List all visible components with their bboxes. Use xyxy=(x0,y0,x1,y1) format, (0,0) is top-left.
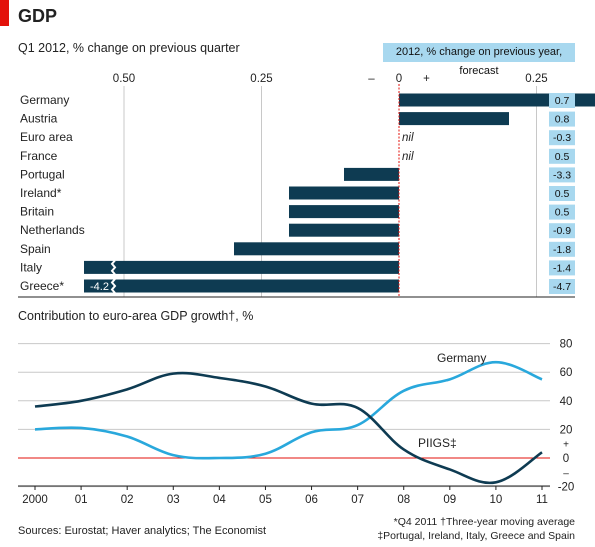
bar-austria xyxy=(399,112,509,126)
line-x-tick-label: 01 xyxy=(75,494,88,506)
bar-category-label: Germany xyxy=(20,93,69,107)
bar-category-label: Spain xyxy=(20,242,51,256)
brand-tab xyxy=(0,0,9,26)
series-line-germany xyxy=(34,360,543,460)
forecast-value: 0.8 xyxy=(555,114,570,126)
forecast-box xyxy=(549,148,575,164)
line-x-tick-label: 11 xyxy=(536,494,548,506)
forecast-box xyxy=(549,279,575,294)
line-x-tick-label: 07 xyxy=(351,494,364,506)
figure-title: GDP xyxy=(18,6,58,26)
forecast-box xyxy=(549,204,575,220)
bar-ireland xyxy=(289,186,399,200)
line-x-tick-label: 02 xyxy=(121,494,134,506)
bar-nil-label: nil xyxy=(402,151,414,163)
sources-note: Sources: Eurostat; Haver analytics; The … xyxy=(18,525,266,537)
line-x-tick-label: 05 xyxy=(259,494,272,506)
bar-germany xyxy=(399,93,595,107)
series-label-piigs: PIIGS‡ xyxy=(418,436,457,450)
line-x-tick-label: 06 xyxy=(305,494,318,506)
bar-tick-label: 0.50 xyxy=(113,73,135,85)
bar-category-label: Britain xyxy=(20,205,54,219)
forecast-box xyxy=(549,223,575,239)
bar-spain xyxy=(234,242,399,256)
forecast-box xyxy=(549,186,575,201)
bar-sign-plus: + xyxy=(423,73,430,85)
bar-category-label: Netherlands xyxy=(20,223,85,237)
bar-category-label: France xyxy=(20,149,58,163)
line-sign-minus: – xyxy=(563,468,569,479)
forecast-box xyxy=(549,111,575,127)
bar-tick-label: 0.25 xyxy=(250,73,272,85)
line-x-tick-label: 04 xyxy=(213,494,226,506)
line-x-tick-label: 08 xyxy=(397,494,410,506)
forecast-box xyxy=(549,130,575,146)
bar-category-label: Italy xyxy=(20,260,42,274)
bar-netherlands xyxy=(289,223,399,237)
line-y-tick-label: 80 xyxy=(560,339,573,351)
forecast-value: -1.8 xyxy=(553,244,571,256)
line-y-tick-label: 60 xyxy=(560,367,573,379)
bar-category-label: Greece* xyxy=(20,279,64,293)
forecast-box xyxy=(549,241,575,257)
forecast-value: -3.3 xyxy=(553,169,571,181)
line-y-tick-label: 0 xyxy=(563,453,569,465)
series-line-piigs xyxy=(34,371,543,485)
forecast-value: 0.5 xyxy=(555,151,570,163)
forecast-value: -1.4 xyxy=(553,262,571,274)
top-chart-subtitle: Q1 2012, % change on previous quarter xyxy=(18,41,240,55)
sources-text: Sources: Eurostat; Haver analytics; The … xyxy=(18,525,267,537)
bar-britain xyxy=(289,205,399,219)
footnote-1: *Q4 2011 †Three-year moving average xyxy=(393,516,575,528)
bar-nil-label: nil xyxy=(402,132,414,144)
bar-tick-label: 0.25 xyxy=(525,73,547,85)
forecast-value: 0.5 xyxy=(555,188,570,200)
bar-category-label: Portugal xyxy=(20,167,65,181)
forecast-value: 0.5 xyxy=(555,207,570,219)
forecast-value: -0.9 xyxy=(553,225,571,237)
line-y-tick-label: -20 xyxy=(558,482,575,494)
bar-break-mark xyxy=(110,259,117,276)
forecast-box xyxy=(549,167,575,183)
footnote-2: ‡Portugal, Ireland, Italy, Greece and Sp… xyxy=(377,530,575,542)
bar-tick-label: 0 xyxy=(396,73,402,85)
line-x-tick-label: 09 xyxy=(443,494,456,506)
forecast-column-label: 2012, % change on previous year, forecas… xyxy=(383,43,575,77)
line-sign-plus: + xyxy=(563,440,569,451)
bottom-chart-subtitle: Contribution to euro-area GDP growth†, % xyxy=(18,309,254,323)
line-x-tick-label: 2000 xyxy=(22,494,48,506)
bar-value-label: -4.2 xyxy=(90,281,109,293)
forecast-value: 0.7 xyxy=(555,95,570,107)
bar-portugal xyxy=(344,167,399,181)
bar-category-label: Ireland* xyxy=(20,186,62,200)
line-x-tick-label: 03 xyxy=(167,494,180,506)
forecast-value: -4.7 xyxy=(553,281,571,293)
bar-chart: 1.000.750.500.2500.250.50–+Germany0.7Aus… xyxy=(18,73,595,298)
bar-break-mark xyxy=(110,278,117,294)
bar-italy xyxy=(84,260,399,274)
series-label-germany: Germany xyxy=(437,351,486,365)
line-y-tick-label: 20 xyxy=(560,424,573,436)
bar-category-label: Euro area xyxy=(20,130,73,144)
bar-category-label: Austria xyxy=(20,112,58,126)
line-x-tick-label: 10 xyxy=(490,494,503,506)
line-chart: -20 0 20 40 60 80 + – 2000 01 02 03 04 05 06 07 08 09 10 11… xyxy=(18,339,575,506)
forecast-value: -0.3 xyxy=(553,132,571,144)
forecast-box xyxy=(549,260,575,276)
forecast-box xyxy=(549,93,575,108)
line-y-tick-label: 40 xyxy=(560,396,573,408)
bar-sign-minus: – xyxy=(368,73,375,85)
bar-greece xyxy=(84,279,399,293)
